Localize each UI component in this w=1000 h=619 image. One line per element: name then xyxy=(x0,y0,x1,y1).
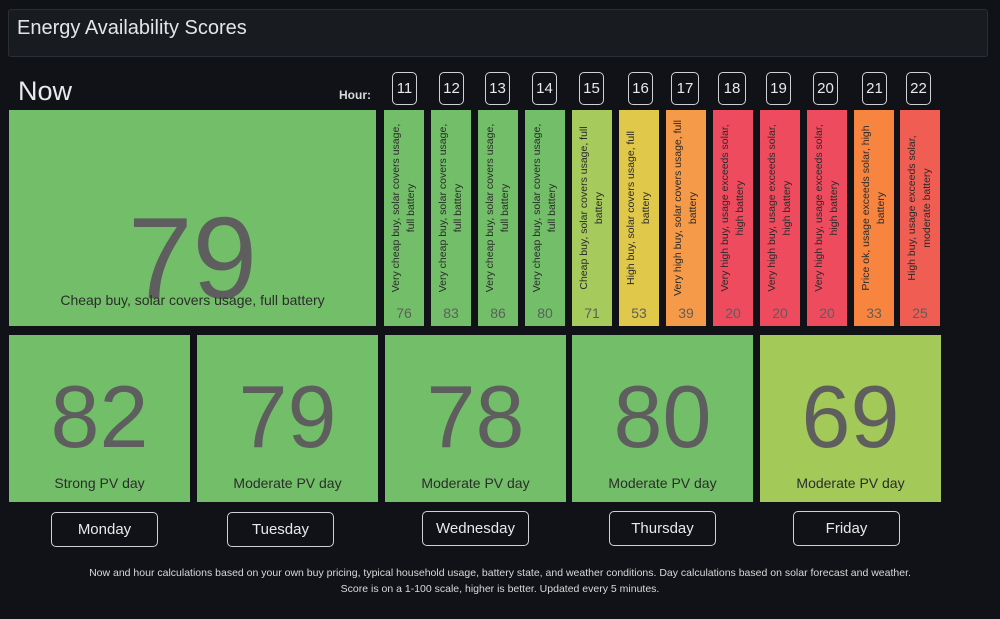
hour-score: 20 xyxy=(819,305,835,321)
day-button-monday[interactable]: Monday xyxy=(51,512,158,547)
hour-score: 83 xyxy=(443,305,459,321)
hour-box-15: 15 xyxy=(579,72,604,105)
now-score-tile: 79 Cheap buy, solar covers usage, full b… xyxy=(9,110,376,326)
hour-box-11: 11 xyxy=(392,72,417,105)
hour-tile-12: Very cheap buy, solar covers usage, full… xyxy=(431,110,471,326)
footer-note-line2: Score is on a 1-100 scale, higher is bet… xyxy=(340,583,660,595)
hour-description: Very cheap buy, solar covers usage, full… xyxy=(437,123,464,293)
panel-title: Energy Availability Scores xyxy=(17,17,247,39)
hour-tile-18: Very high buy, usage exceeds solar, high… xyxy=(713,110,753,326)
hour-score: 20 xyxy=(772,305,788,321)
hour-tile-14: Very cheap buy, solar covers usage, full… xyxy=(525,110,565,326)
footer-note-line1: Now and hour calculations based on your … xyxy=(89,567,911,579)
hour-box-17: 17 xyxy=(671,72,699,105)
hour-description: High buy, usage exceeds solar, moderate … xyxy=(906,135,933,281)
hour-description: Very high buy, usage exceeds solar, high… xyxy=(813,124,840,292)
hour-label: Hour: xyxy=(339,88,371,102)
hour-score: 71 xyxy=(584,305,600,321)
hour-description: Very cheap buy, solar covers usage, full… xyxy=(531,123,558,293)
hour-score: 86 xyxy=(490,305,506,321)
day-tile-monday: 82 Strong PV day xyxy=(9,335,190,502)
hour-tile-22: High buy, usage exceeds solar, moderate … xyxy=(900,110,940,326)
hour-box-19: 19 xyxy=(766,72,791,105)
day-button-tuesday[interactable]: Tuesday xyxy=(227,512,334,547)
day-tile-tuesday: 79 Moderate PV day xyxy=(197,335,378,502)
hour-tile-13: Very cheap buy, solar covers usage, full… xyxy=(478,110,518,326)
hour-score: 33 xyxy=(866,305,882,321)
hour-score: 39 xyxy=(678,305,694,321)
hour-description: Very cheap buy, solar covers usage, full… xyxy=(390,123,417,293)
hour-description: Very high buy, usage exceeds solar, high… xyxy=(766,124,793,292)
hour-box-21: 21 xyxy=(862,72,887,105)
hour-tile-11: Very cheap buy, solar covers usage, full… xyxy=(384,110,424,326)
hour-description: Very high buy, usage exceeds solar, high… xyxy=(719,124,746,292)
day-description: Moderate PV day xyxy=(796,475,905,491)
day-description: Strong PV day xyxy=(54,475,145,491)
hour-tile-19: Very high buy, usage exceeds solar, high… xyxy=(760,110,800,326)
hour-tile-16: High buy, solar covers usage, full batte… xyxy=(619,110,659,326)
hour-score: 20 xyxy=(725,305,741,321)
hour-tile-21: Price ok, usage exceeds solar, high batt… xyxy=(854,110,894,326)
hour-description: High buy, solar covers usage, full batte… xyxy=(625,131,652,285)
hour-tile-15: Cheap buy, solar covers usage, full batt… xyxy=(572,110,612,326)
now-description: Cheap buy, solar covers usage, full batt… xyxy=(60,292,325,308)
hour-tile-20: Very high buy, usage exceeds solar, high… xyxy=(807,110,847,326)
day-button-wednesday[interactable]: Wednesday xyxy=(422,511,529,546)
hour-description: Price ok, usage exceeds solar, high batt… xyxy=(860,125,887,291)
day-description: Moderate PV day xyxy=(608,475,717,491)
hour-score: 25 xyxy=(912,305,928,321)
hour-box-12: 12 xyxy=(439,72,464,105)
day-tile-friday: 69 Moderate PV day xyxy=(760,335,941,502)
hour-score: 53 xyxy=(631,305,647,321)
hour-description: Very high buy, solar covers usage, full … xyxy=(672,119,699,297)
now-label: Now xyxy=(18,76,73,106)
hour-description: Cheap buy, solar covers usage, full batt… xyxy=(578,126,605,290)
day-description: Moderate PV day xyxy=(233,475,342,491)
day-button-friday[interactable]: Friday xyxy=(793,511,900,546)
hour-tile-17: Very high buy, solar covers usage, full … xyxy=(666,110,706,326)
hour-box-20: 20 xyxy=(813,72,838,105)
hour-box-16: 16 xyxy=(628,72,653,105)
hour-box-13: 13 xyxy=(485,72,510,105)
hour-score: 80 xyxy=(537,305,553,321)
day-description: Moderate PV day xyxy=(421,475,530,491)
day-tile-wednesday: 78 Moderate PV day xyxy=(385,335,566,502)
hour-box-22: 22 xyxy=(906,72,931,105)
hour-score: 76 xyxy=(396,305,412,321)
panel-title-bar: Energy Availability Scores xyxy=(8,9,988,57)
day-button-thursday[interactable]: Thursday xyxy=(609,511,716,546)
hour-description: Very cheap buy, solar covers usage, full… xyxy=(484,123,511,293)
day-tile-thursday: 80 Moderate PV day xyxy=(572,335,753,502)
hour-box-18: 18 xyxy=(718,72,746,105)
hour-box-14: 14 xyxy=(532,72,557,105)
